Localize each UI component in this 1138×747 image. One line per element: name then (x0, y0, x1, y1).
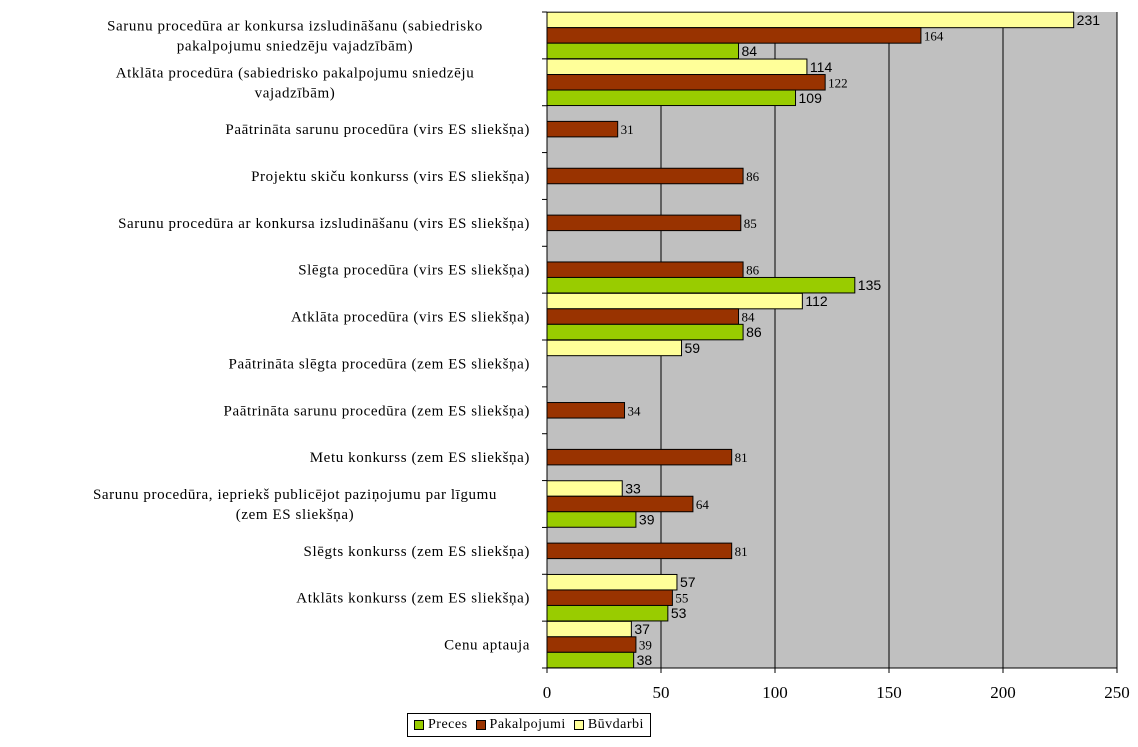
bar-buvdarbi (547, 574, 677, 590)
data-label-buvdarbi: 112 (805, 293, 828, 309)
category-label: Slēgts konkurss (zem ES sliekšņa) (304, 544, 530, 560)
category-label: (zem ES sliekšņa) (236, 507, 355, 523)
category-label: Atklāts konkurss (zem ES sliekšņa) (296, 591, 530, 607)
data-label-preces: 86 (746, 324, 762, 340)
category-label: pakalpojumu sniedzēju vajadzībām) (177, 38, 413, 54)
data-label-preces: 53 (671, 605, 687, 621)
chart-legend: Preces Pakalpojumi Būvdarbi (407, 713, 651, 737)
data-label-buvdarbi: 114 (810, 59, 833, 75)
bar-preces (547, 90, 796, 106)
bar-buvdarbi (547, 12, 1074, 28)
legend-item-pakalpojumi: Pakalpojumi (476, 717, 566, 733)
data-label-pakalpojumi: 81 (735, 450, 748, 465)
bar-buvdarbi (547, 481, 622, 497)
data-label-pakalpojumi: 64 (696, 497, 710, 512)
bar-pakalpojumi (547, 215, 741, 231)
x-tick-label: 250 (1104, 683, 1130, 702)
bar-preces (547, 277, 855, 293)
bar-buvdarbi (547, 59, 807, 75)
data-label-buvdarbi: 59 (685, 340, 701, 356)
data-label-buvdarbi: 33 (625, 481, 641, 497)
category-label: Cenu aptauja (444, 638, 530, 654)
bar-preces (547, 605, 668, 621)
bar-pakalpojumi (547, 543, 732, 559)
data-label-pakalpojumi: 86 (746, 263, 760, 278)
data-label-pakalpojumi: 85 (744, 216, 757, 231)
bar-buvdarbi (547, 293, 802, 309)
category-label: Paātrināta slēgta procedūra (zem ES slie… (229, 356, 530, 372)
legend-swatch-pakalpojumi (476, 720, 486, 730)
category-label: Sarunu procedūra, iepriekš publicējot pa… (93, 487, 497, 503)
data-label-pakalpojumi: 39 (639, 638, 652, 653)
bar-pakalpojumi (547, 168, 743, 184)
x-tick-label: 150 (876, 683, 902, 702)
x-tick-label: 200 (990, 683, 1016, 702)
category-label: Paātrināta sarunu procedūra (virs ES sli… (225, 122, 530, 138)
category-label: Atklāta procedūra (virs ES sliekšņa) (291, 310, 530, 326)
data-label-pakalpojumi: 122 (828, 75, 848, 90)
data-label-pakalpojumi: 31 (621, 122, 634, 137)
data-label-preces: 84 (742, 43, 758, 59)
bar-pakalpojumi (547, 403, 625, 419)
bar-pakalpojumi (547, 262, 743, 278)
data-label-pakalpojumi: 55 (675, 591, 688, 606)
category-label: Atklāta procedūra (sabiedrisko pakalpoju… (116, 65, 475, 81)
category-label: Projektu skiču konkurss (virs ES sliekšņ… (251, 169, 530, 185)
category-label: vajadzībām) (255, 85, 336, 101)
data-label-pakalpojumi: 86 (746, 169, 760, 184)
bar-preces (547, 324, 743, 340)
x-tick-label: 0 (543, 683, 552, 702)
data-label-buvdarbi: 37 (634, 621, 650, 637)
x-tick-label: 100 (762, 683, 788, 702)
legend-label-buvdarbi: Būvdarbi (588, 717, 644, 733)
category-label: Sarunu procedūra ar konkursa izsludināša… (118, 216, 530, 232)
data-label-buvdarbi: 231 (1077, 12, 1101, 28)
bar-pakalpojumi (547, 637, 636, 653)
bar-pakalpojumi (547, 309, 739, 325)
category-label: Slēgta procedūra (virs ES sliekšņa) (298, 263, 530, 279)
bar-pakalpojumi (547, 121, 618, 136)
category-label: Sarunu procedūra ar konkursa izsludināša… (107, 18, 483, 34)
data-label-preces: 38 (637, 652, 653, 668)
bar-buvdarbi (547, 340, 682, 356)
bar-preces (547, 652, 634, 668)
bar-preces (547, 512, 636, 528)
legend-swatch-buvdarbi (574, 720, 584, 730)
legend-item-buvdarbi: Būvdarbi (574, 717, 644, 733)
legend-label-preces: Preces (428, 717, 468, 733)
bar-pakalpojumi (547, 28, 921, 44)
data-label-preces: 39 (639, 512, 655, 528)
data-label-pakalpojumi: 34 (628, 403, 642, 418)
x-tick-label: 50 (653, 683, 670, 702)
data-label-pakalpojumi: 84 (742, 310, 756, 325)
data-label-pakalpojumi: 81 (735, 544, 748, 559)
bar-pakalpojumi (547, 449, 732, 465)
bar-pakalpojumi (547, 75, 825, 91)
legend-item-preces: Preces (414, 717, 468, 733)
bar-pakalpojumi (547, 496, 693, 512)
data-label-preces: 109 (799, 90, 823, 106)
data-label-buvdarbi: 57 (680, 574, 696, 590)
data-label-pakalpojumi: 164 (924, 28, 944, 43)
bar-buvdarbi (547, 621, 631, 637)
data-label-preces: 135 (858, 277, 882, 293)
category-label: Metu konkurss (zem ES sliekšņa) (310, 450, 530, 466)
bar-pakalpojumi (547, 590, 672, 606)
bar-preces (547, 43, 739, 59)
legend-swatch-preces (414, 720, 424, 730)
category-label: Paātrināta sarunu procedūra (zem ES slie… (224, 403, 530, 419)
legend-label-pakalpojumi: Pakalpojumi (490, 717, 566, 733)
